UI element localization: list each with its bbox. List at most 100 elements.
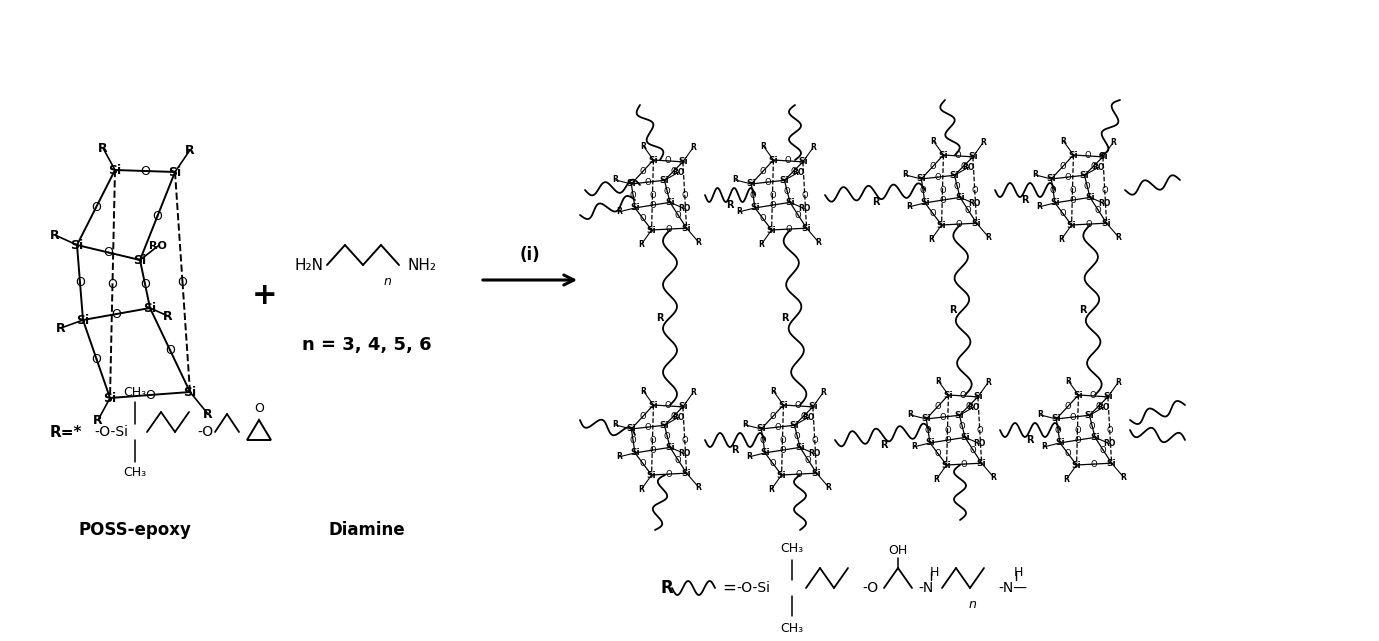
Text: R: R (935, 376, 942, 385)
Text: Si: Si (801, 224, 811, 233)
Text: Si: Si (70, 238, 84, 251)
Text: R: R (902, 171, 909, 179)
Text: Diamine: Diamine (328, 521, 405, 539)
Text: +: + (252, 281, 277, 310)
Text: Si: Si (665, 443, 674, 452)
Text: O: O (758, 167, 765, 176)
Text: Si: Si (678, 403, 688, 412)
Text: O: O (976, 426, 983, 435)
Text: R: R (912, 442, 917, 451)
Text: -N—: -N— (998, 581, 1027, 595)
Text: O: O (141, 165, 150, 178)
Text: RO: RO (1098, 199, 1110, 208)
Text: Si: Si (779, 401, 789, 410)
Text: Si: Si (109, 163, 121, 176)
Text: Si: Si (626, 424, 636, 433)
Text: RO: RO (1098, 403, 1110, 412)
Text: O: O (1106, 426, 1113, 435)
Text: O: O (108, 278, 117, 290)
Text: O: O (796, 470, 803, 479)
Text: O: O (769, 460, 776, 469)
Text: Si: Si (936, 221, 946, 229)
Text: O: O (769, 201, 776, 210)
Text: Si: Si (678, 157, 688, 167)
Text: Si: Si (750, 203, 760, 212)
Text: =: = (723, 579, 736, 597)
Text: Si: Si (790, 420, 800, 429)
Text: R: R (980, 138, 986, 147)
Text: O: O (969, 445, 976, 454)
Text: Si: Si (757, 424, 767, 433)
Text: O: O (1095, 206, 1102, 215)
Text: R: R (640, 387, 647, 395)
Text: O: O (630, 437, 637, 445)
Text: OH: OH (888, 544, 907, 556)
Text: O: O (958, 422, 965, 431)
Text: Si: Si (796, 443, 805, 452)
Text: O: O (254, 401, 263, 415)
Text: n: n (383, 274, 390, 288)
Text: CH₃: CH₃ (781, 542, 804, 554)
Text: O: O (1069, 196, 1076, 204)
Text: O: O (1065, 172, 1071, 181)
Text: O: O (750, 192, 757, 201)
Text: R: R (1041, 442, 1047, 451)
Text: O: O (670, 412, 677, 420)
Text: O: O (644, 178, 651, 187)
Text: RO: RO (1092, 163, 1105, 172)
Text: Si: Si (746, 179, 756, 188)
Text: R: R (656, 313, 663, 322)
Text: O: O (650, 190, 656, 199)
Text: O: O (178, 276, 188, 288)
Text: O: O (786, 224, 793, 233)
Text: Si: Si (1085, 411, 1095, 420)
Text: Si: Si (1052, 415, 1060, 424)
Text: O: O (1091, 460, 1098, 469)
Text: NH₂: NH₂ (407, 258, 436, 272)
Text: O: O (760, 437, 767, 445)
Text: R: R (695, 238, 702, 247)
Text: O: O (1055, 426, 1062, 435)
Text: O: O (929, 162, 936, 172)
Text: Si: Si (1055, 438, 1065, 447)
Text: O: O (1065, 449, 1071, 458)
Text: R: R (782, 313, 789, 323)
Text: RO: RO (149, 241, 167, 251)
Text: Si: Si (648, 156, 658, 165)
Text: RO: RO (808, 449, 821, 458)
Text: R: R (640, 142, 647, 151)
Text: O: O (960, 392, 967, 401)
Text: R: R (928, 235, 935, 244)
Text: R: R (612, 420, 618, 429)
Text: CH₃: CH₃ (781, 622, 804, 635)
Text: Si: Si (665, 198, 674, 207)
Text: R: R (931, 137, 936, 146)
Text: O: O (665, 401, 672, 410)
Text: O: O (779, 435, 786, 444)
Text: R: R (612, 176, 618, 185)
Text: H: H (929, 565, 939, 578)
Text: Si: Si (960, 433, 969, 442)
Text: O: O (801, 190, 808, 199)
Text: POSS-epoxy: POSS-epoxy (79, 521, 192, 539)
Text: R: R (1037, 410, 1044, 419)
Text: R: R (638, 240, 644, 249)
Text: Si: Si (681, 469, 691, 478)
Text: Si: Si (630, 203, 640, 212)
Text: R: R (1036, 203, 1043, 212)
Text: O: O (785, 156, 792, 165)
Text: O: O (790, 167, 797, 176)
Text: R: R (616, 453, 622, 462)
Text: Si: Si (968, 153, 978, 162)
Text: -N: -N (918, 581, 934, 595)
Text: R: R (203, 408, 212, 420)
Text: O: O (971, 185, 978, 194)
Text: RO: RO (793, 168, 805, 177)
Text: O: O (681, 190, 688, 199)
Text: R: R (760, 142, 767, 151)
Text: O: O (1060, 210, 1066, 219)
Text: R: R (690, 144, 696, 153)
Text: R: R (1116, 378, 1121, 387)
Text: O: O (1100, 445, 1106, 454)
Text: O: O (666, 470, 673, 479)
